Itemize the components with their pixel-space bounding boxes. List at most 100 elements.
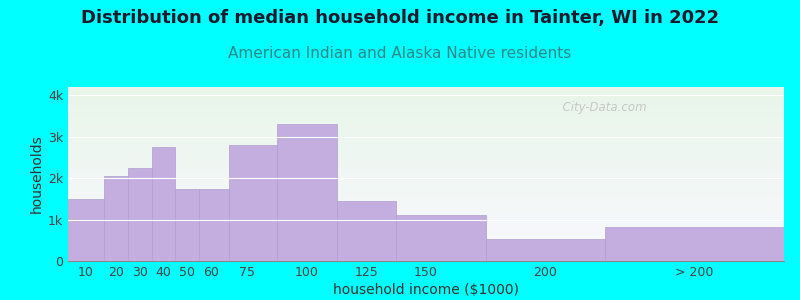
Bar xyxy=(68,101,784,103)
Bar xyxy=(68,164,784,165)
Bar xyxy=(68,120,784,122)
Bar xyxy=(68,167,784,169)
Bar xyxy=(68,148,784,150)
Bar xyxy=(68,186,784,188)
Text: American Indian and Alaska Native residents: American Indian and Alaska Native reside… xyxy=(228,46,572,62)
Bar xyxy=(68,108,784,110)
Bar xyxy=(68,245,784,247)
Bar xyxy=(68,200,784,202)
Bar xyxy=(68,113,784,115)
Bar xyxy=(68,103,784,104)
Bar xyxy=(68,181,784,183)
Bar xyxy=(68,143,784,144)
Bar xyxy=(68,224,784,226)
Bar xyxy=(68,228,784,230)
Bar xyxy=(68,211,784,212)
Bar xyxy=(68,162,784,164)
Bar xyxy=(199,188,229,261)
Bar xyxy=(68,92,784,94)
Bar xyxy=(68,170,784,172)
Bar xyxy=(128,168,151,261)
Bar xyxy=(68,169,784,170)
Bar xyxy=(68,130,784,132)
Bar xyxy=(68,141,784,143)
Bar xyxy=(68,157,784,158)
Bar xyxy=(68,174,784,176)
Bar xyxy=(68,99,784,101)
Bar xyxy=(151,147,175,261)
Bar xyxy=(68,160,784,162)
Bar xyxy=(68,235,784,237)
Bar xyxy=(486,239,605,261)
Bar xyxy=(68,139,784,141)
Bar xyxy=(337,201,396,261)
Bar xyxy=(68,144,784,146)
Bar xyxy=(68,198,784,200)
Bar xyxy=(68,165,784,167)
Bar xyxy=(68,259,784,261)
Bar xyxy=(68,204,784,205)
Bar xyxy=(68,188,784,190)
Bar xyxy=(68,91,784,92)
Bar xyxy=(68,209,784,211)
Bar xyxy=(68,178,784,179)
Bar xyxy=(68,249,784,250)
Bar xyxy=(68,221,784,223)
Y-axis label: households: households xyxy=(30,135,44,213)
Bar xyxy=(68,106,784,108)
Bar xyxy=(68,153,784,155)
Bar xyxy=(68,199,104,261)
X-axis label: household income ($1000): household income ($1000) xyxy=(333,283,519,297)
Bar xyxy=(68,122,784,124)
Bar xyxy=(68,98,784,99)
Bar xyxy=(68,152,784,153)
Bar xyxy=(605,227,784,261)
Bar xyxy=(68,191,784,193)
Bar xyxy=(68,96,784,98)
Bar xyxy=(68,233,784,235)
Bar xyxy=(68,254,784,256)
Bar xyxy=(68,158,784,160)
Bar xyxy=(68,87,784,89)
Bar xyxy=(277,124,337,261)
Bar xyxy=(68,111,784,113)
Bar xyxy=(68,127,784,129)
Bar xyxy=(68,118,784,120)
Bar xyxy=(68,136,784,137)
Bar xyxy=(68,110,784,111)
Bar xyxy=(104,176,128,261)
Bar xyxy=(68,252,784,254)
Bar xyxy=(68,124,784,125)
Bar xyxy=(68,244,784,245)
Bar xyxy=(175,188,199,261)
Bar xyxy=(68,230,784,231)
Bar xyxy=(68,104,784,106)
Bar xyxy=(68,231,784,233)
Bar xyxy=(68,205,784,207)
Bar xyxy=(68,184,784,186)
Bar xyxy=(68,125,784,127)
Bar xyxy=(68,207,784,209)
Bar xyxy=(68,247,784,249)
Bar xyxy=(68,155,784,157)
Bar xyxy=(68,218,784,219)
Bar xyxy=(68,237,784,239)
Bar xyxy=(229,145,277,261)
Bar xyxy=(68,137,784,139)
Bar xyxy=(68,190,784,191)
Text: City-Data.com: City-Data.com xyxy=(555,101,646,114)
Bar xyxy=(68,202,784,204)
Bar xyxy=(68,226,784,228)
Bar xyxy=(68,146,784,148)
Bar xyxy=(68,238,784,240)
Bar xyxy=(68,183,784,184)
Bar xyxy=(68,214,784,216)
Bar xyxy=(68,216,784,218)
Bar xyxy=(68,176,784,178)
Bar xyxy=(68,223,784,224)
Bar xyxy=(68,117,784,118)
Bar xyxy=(68,212,784,214)
Bar xyxy=(68,219,784,221)
Bar xyxy=(68,115,784,117)
Text: Distribution of median household income in Tainter, WI in 2022: Distribution of median household income … xyxy=(81,9,719,27)
